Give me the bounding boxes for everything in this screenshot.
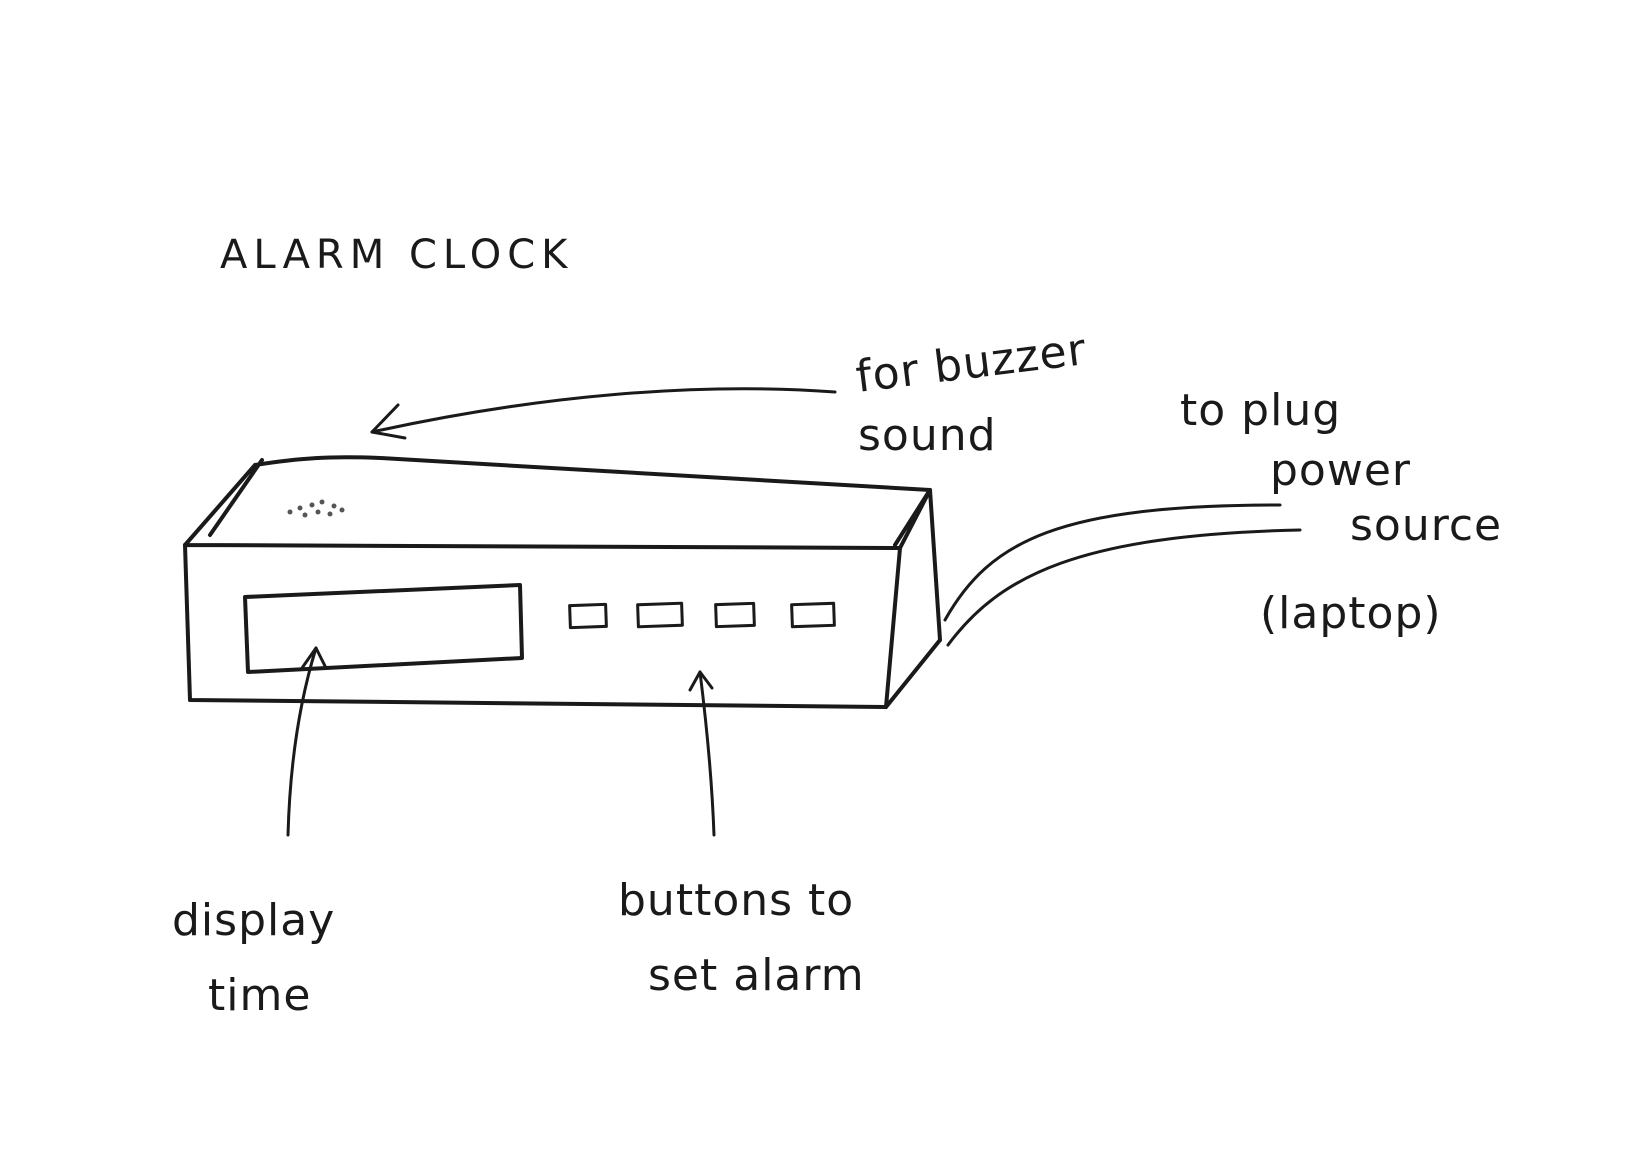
clock-top-face (183, 455, 932, 547)
clock-display-window (243, 583, 524, 674)
alarm-button-1 (568, 602, 608, 630)
clock-front-face (183, 543, 902, 709)
buzzer-label-line2: sound (858, 410, 997, 461)
alarm-button-3 (714, 601, 756, 629)
buzzer-label-line1: for buzzer (853, 324, 1089, 403)
buttons-label-line1: buttons to (618, 875, 854, 926)
display-label-line1: display (172, 895, 335, 946)
power-cord (943, 503, 1302, 647)
alarm-button-2 (636, 601, 684, 629)
power-label-line4: (laptop) (1260, 588, 1442, 639)
speaker-grille-icon (287, 499, 345, 518)
display-arrow (286, 646, 328, 837)
clock-side-face (884, 488, 942, 709)
alarm-button-4 (790, 601, 836, 629)
diagram-title: ALARM CLOCK (220, 232, 573, 278)
buzzer-arrow (370, 387, 837, 440)
buttons-label-line2: set alarm (648, 950, 865, 1001)
power-label-line3: source (1350, 500, 1502, 551)
display-label-line2: time (208, 970, 311, 1021)
power-label-line2: power (1270, 445, 1411, 496)
buttons-arrow (688, 670, 716, 837)
power-label-line1: to plug (1180, 385, 1341, 436)
alarm-buttons-group (568, 601, 836, 630)
